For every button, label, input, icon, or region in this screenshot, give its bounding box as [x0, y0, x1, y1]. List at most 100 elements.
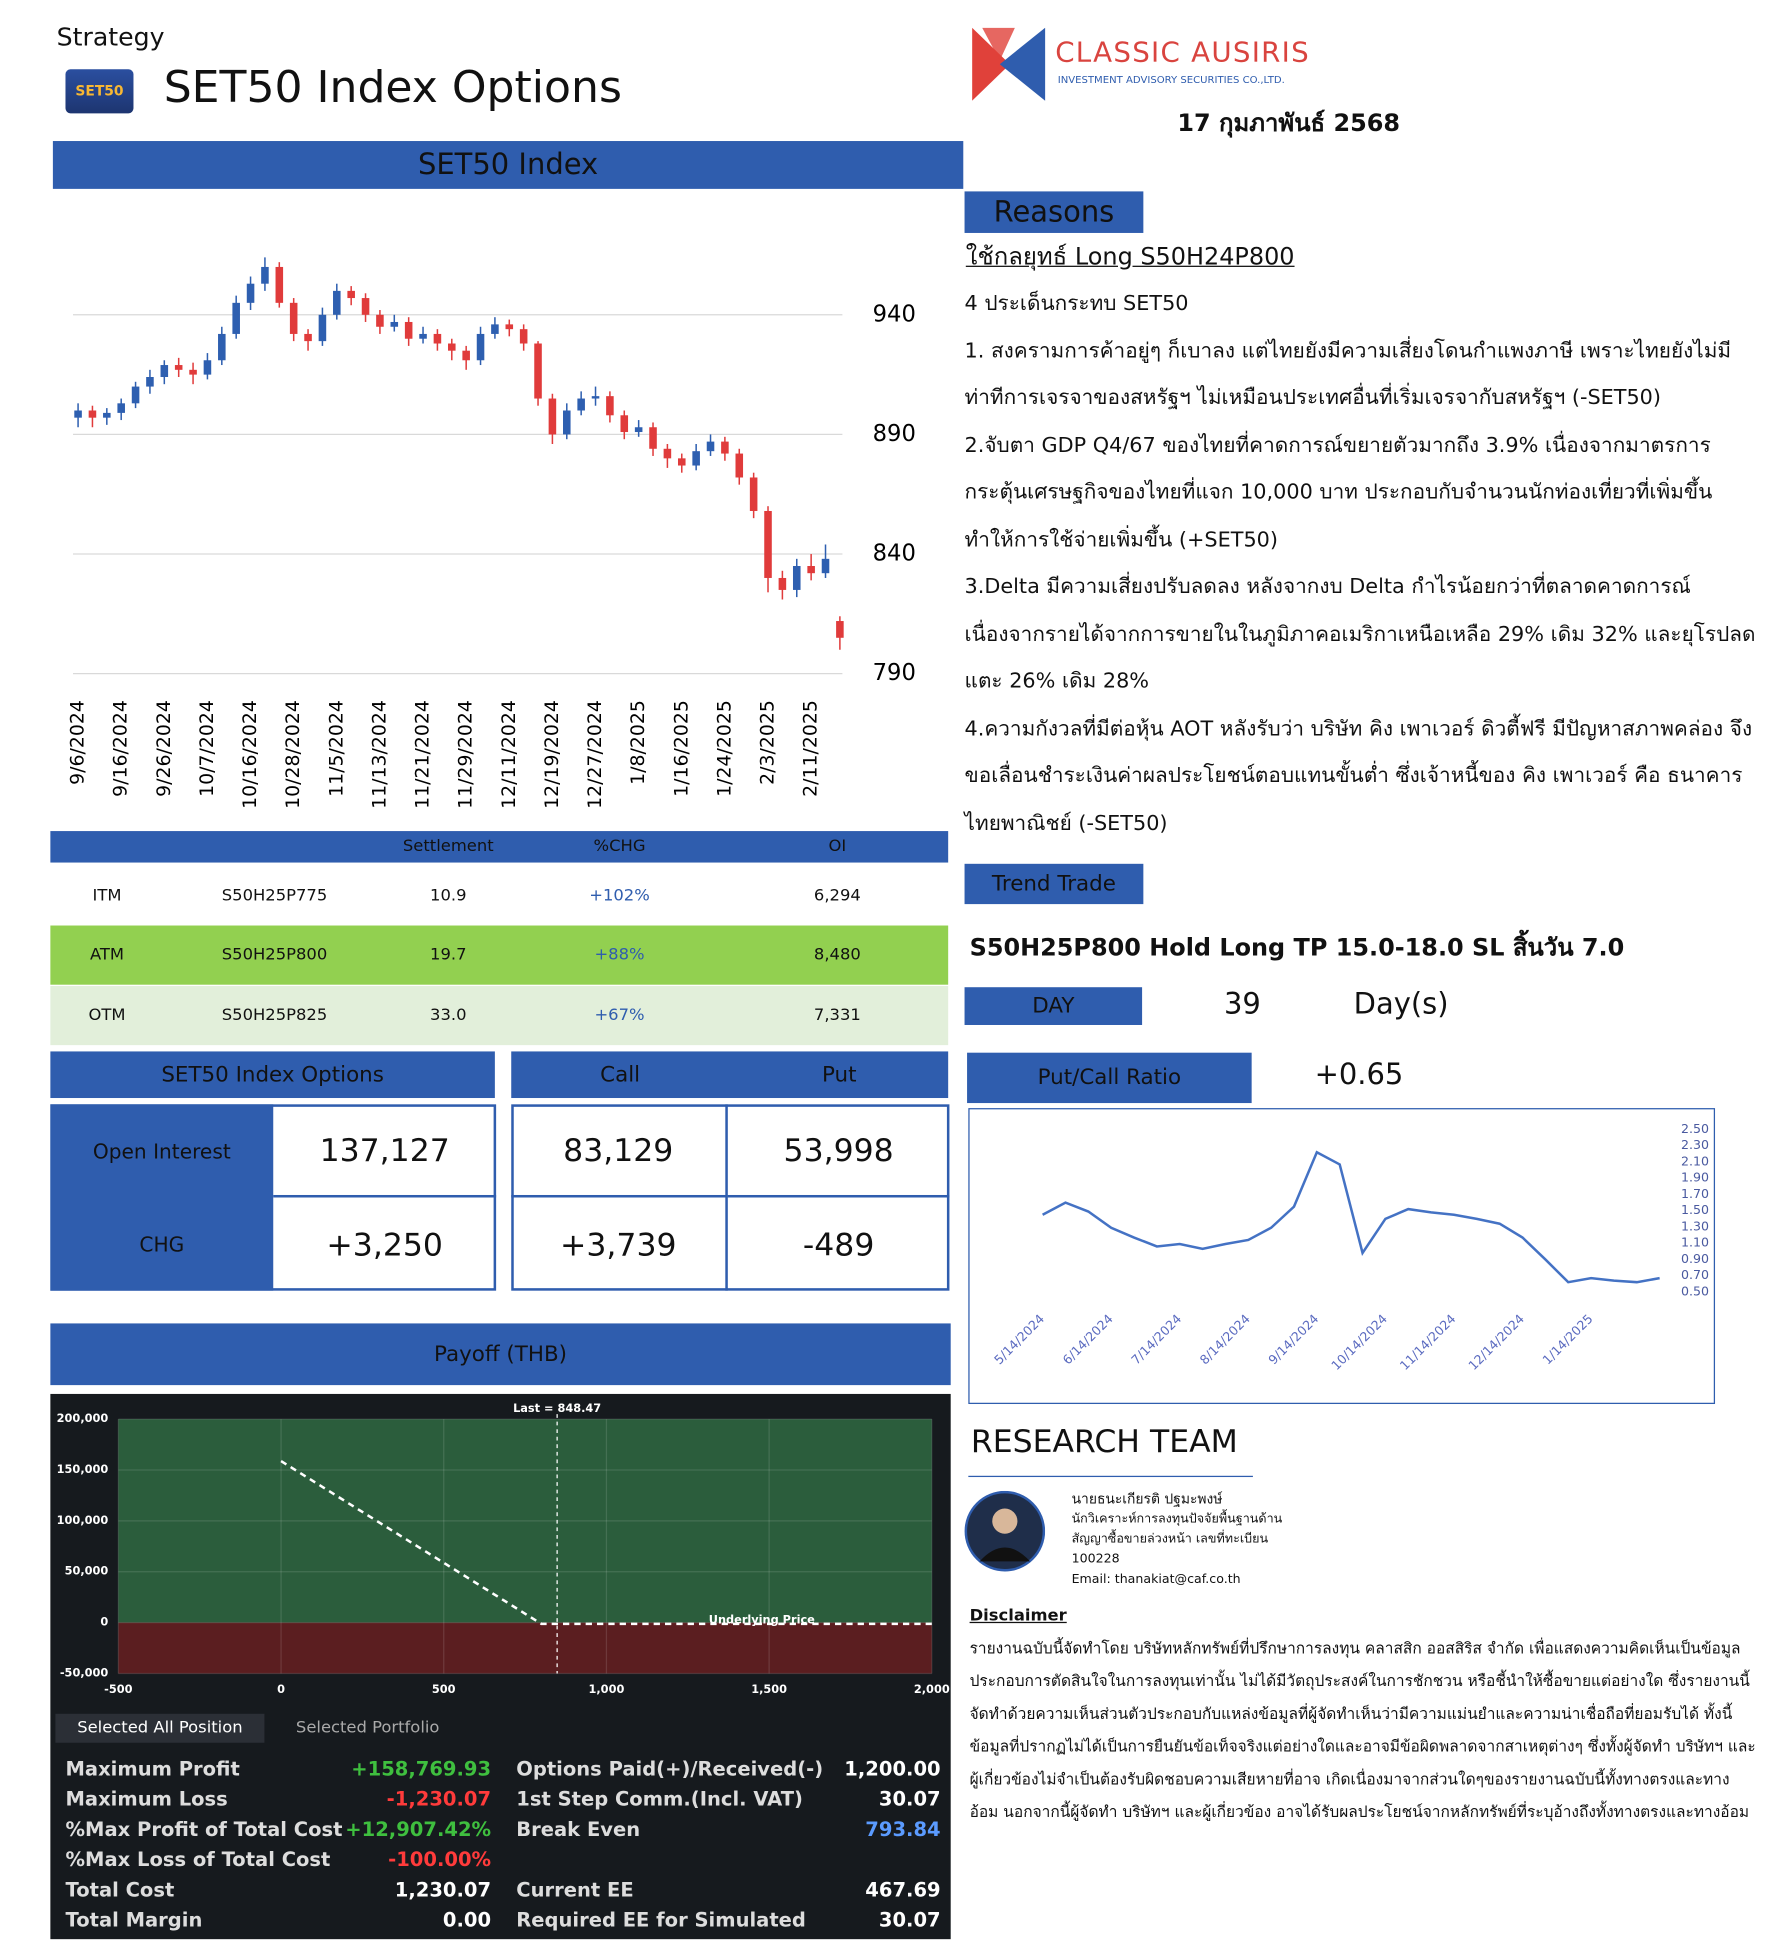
company: CLASSIC AUSIRIS	[1055, 37, 1310, 70]
column-header: Put	[822, 1062, 857, 1088]
x-tick-label: 1/24/2025	[713, 700, 735, 797]
y-tick-label: 0.70	[1681, 1267, 1709, 1282]
pcr-frame	[968, 1108, 1716, 1405]
candle-body	[318, 314, 327, 342]
summary-label: Maximum Profit	[65, 1757, 240, 1781]
table-cell: +102%	[589, 886, 650, 906]
summary-value: 1,230.07	[394, 1878, 492, 1902]
candle-body	[289, 302, 298, 334]
candle-body	[706, 441, 715, 452]
candle-body	[620, 415, 629, 433]
x-tick-label: 2/3/2025	[757, 700, 779, 785]
summary-row: %Max Profit of Total Cost +12,907.42%	[65, 1815, 491, 1845]
summary-row: 1st Step Comm.(Incl. VAT) 30.07	[516, 1784, 940, 1814]
title: SET50 Index Options	[163, 62, 622, 114]
candle-body	[548, 398, 557, 435]
series-line	[1042, 1150, 1660, 1284]
y-tick-label: 0.50	[1681, 1283, 1709, 1298]
candle-body	[174, 365, 183, 370]
candle-body	[606, 396, 614, 416]
summary-label: Total Cost	[65, 1878, 175, 1902]
payoff-title: Payoff (THB)	[50, 1323, 951, 1386]
summary-label: Current EE	[516, 1878, 634, 1902]
candle-body	[103, 412, 111, 418]
candle-body	[764, 510, 772, 578]
summary-label: %Max Profit of Total Cost	[65, 1818, 343, 1841]
x-tick-label: 1/16/2025	[670, 700, 692, 797]
summary-row: Break Even 793.84	[516, 1815, 940, 1845]
oi-value: 83,129	[511, 1104, 728, 1198]
candle-body	[333, 290, 341, 315]
summary-value: 467.69	[865, 1878, 941, 1902]
table-cell: ATM	[89, 945, 125, 965]
candle-body	[131, 386, 140, 404]
candle-body	[203, 360, 212, 375]
table-row	[50, 985, 949, 1046]
disclaimer-title: Disclaimer	[969, 1606, 1067, 1626]
y-tick-label: 1.70	[1681, 1186, 1709, 1201]
y-tick-label: 790	[873, 660, 916, 686]
summary-row: %Max Loss of Total Cost -100.00%	[65, 1845, 491, 1875]
table-row	[50, 866, 949, 926]
candle-body	[404, 321, 413, 339]
last-price-label: Last = 848.47	[513, 1401, 601, 1415]
summary-value: +158,769.93	[351, 1757, 492, 1781]
tab[interactable]: Selected Portfolio	[295, 1718, 440, 1738]
summary-label: Break Even	[516, 1818, 641, 1841]
x-tick-label: 2,000	[914, 1682, 950, 1696]
candle-body	[505, 324, 514, 330]
candle-body	[160, 365, 169, 378]
date: 17 กุมภาพันธ์ 2568	[1177, 109, 1401, 138]
candle-body	[448, 343, 456, 351]
summary-label: Options Paid(+)/Received(-)	[516, 1757, 824, 1781]
column-header: %CHG	[593, 837, 646, 857]
table-cell: 7,331	[813, 1006, 861, 1025]
candle-body	[749, 477, 758, 511]
paragraph: 4 ประเด็นกระทบ SET50	[964, 290, 1189, 315]
x-tick-label: 0	[277, 1682, 285, 1696]
paragraph: 4.ความกังวลที่มีต่อหุ้น AOT หลังรับว่า บ…	[964, 715, 1753, 835]
table-cell: S50H25P800	[221, 945, 328, 965]
y-tick-label: 2.10	[1681, 1153, 1709, 1168]
candle-body	[519, 329, 528, 344]
x-tick-label: 12/19/2024	[541, 700, 563, 809]
summary-row: Required EE for Simulated 30.07	[516, 1905, 940, 1935]
column-header: OI	[828, 837, 847, 857]
candle-body	[275, 266, 284, 303]
analyst-line: 100228	[1071, 1552, 1120, 1567]
y-tick-label: 50,000	[65, 1564, 109, 1578]
y-tick-label: 940	[873, 301, 916, 327]
paragraph: 2.จับตา GDP Q4/67 ของไทยที่คาดการณ์ขยายต…	[964, 432, 1713, 551]
candle-body	[563, 410, 571, 435]
candle-body	[246, 283, 255, 303]
x-tick-label: 12/11/2024	[498, 700, 520, 809]
candle-body	[663, 448, 672, 459]
table-cell: S50H25P775	[221, 886, 328, 906]
summary-row: Maximum Profit +158,769.93	[65, 1754, 491, 1784]
table-cell: 19.7	[430, 945, 467, 965]
rule	[968, 1475, 1253, 1478]
section-title: RESEARCH TEAM	[970, 1422, 1238, 1460]
y-tick-label: 1.90	[1681, 1170, 1709, 1185]
badge: SET50	[65, 69, 134, 114]
x-tick-label: 1/8/2025	[627, 700, 649, 785]
candle-body	[218, 333, 226, 361]
day-label: DAY	[964, 987, 1143, 1025]
candle-body	[476, 333, 485, 361]
analyst-photo	[964, 1490, 1046, 1572]
candle-body	[491, 324, 499, 334]
analyst-line: นักวิเคราะห์การลงทุนปัจจัยพื้นฐานด้าน	[1071, 1512, 1283, 1527]
table-cell: 33.0	[430, 1006, 467, 1025]
chart-title: SET50 Index	[52, 141, 964, 189]
y-tick-label: 1.10	[1681, 1235, 1709, 1250]
row-label: Open Interest	[50, 1104, 274, 1198]
tab[interactable]: Selected All Position	[55, 1713, 265, 1743]
oi-header	[511, 1051, 949, 1099]
candle-body	[88, 410, 97, 418]
x-tick-label: 1,000	[589, 1682, 625, 1696]
analyst-info: นายธนะเกียรติ ปฐมะพงษ์ นักวิเคราะห์การลงท…	[1072, 1490, 1283, 1591]
y-tick-label: 100,000	[57, 1513, 109, 1527]
x-tick-label: 11/13/2024	[368, 700, 390, 809]
